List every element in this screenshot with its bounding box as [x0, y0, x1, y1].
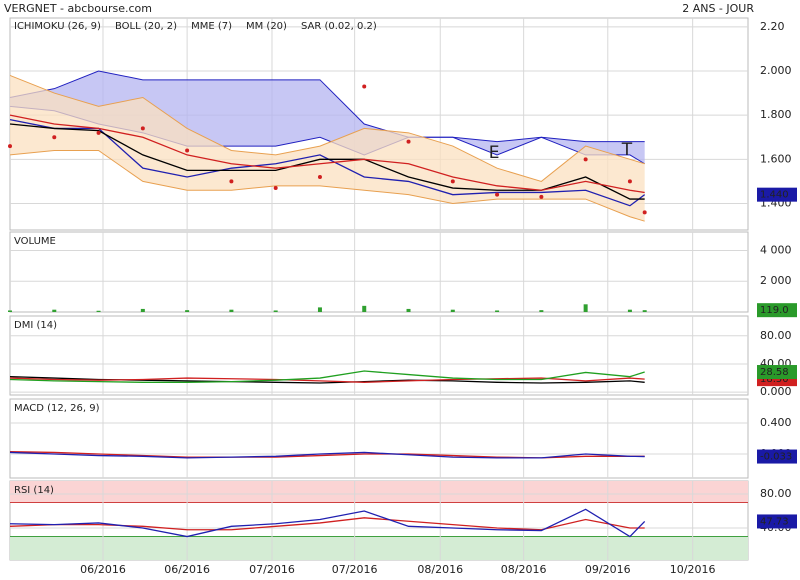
legend-entry: MME (7)	[191, 21, 232, 32]
band-fill	[10, 75, 645, 222]
annotation: T	[621, 140, 633, 160]
band-upper	[9, 74, 645, 182]
y-tick-label: 1.600	[760, 152, 792, 165]
bar	[627, 309, 632, 312]
sar-dot	[583, 157, 588, 162]
x-tick-label: 07/2016	[249, 563, 295, 576]
bar	[229, 309, 234, 312]
sar-dot	[8, 144, 12, 149]
x-tick-label: 06/2016	[80, 563, 126, 576]
bar	[362, 305, 367, 312]
chart-subtitle: 2 ANS - JOUR	[682, 2, 754, 15]
bar	[185, 310, 190, 312]
x-tick-label: 08/2016	[501, 563, 547, 576]
y-tick-label: 1.800	[760, 108, 792, 121]
sar-dot	[627, 179, 632, 184]
panel-title: DMI (14)	[14, 320, 57, 331]
x-tick-label: 10/2016	[670, 563, 716, 576]
sar-dot	[450, 179, 455, 184]
y-tick-label: 0.000	[760, 385, 792, 398]
line	[9, 114, 645, 194]
bar	[642, 310, 647, 312]
bar	[8, 310, 12, 312]
y-tick-label: 80.00	[760, 329, 792, 342]
sar-dot	[229, 179, 234, 184]
bar	[317, 307, 322, 312]
oversold-zone	[10, 536, 748, 560]
line	[9, 508, 646, 538]
last-value-label: 119.0	[760, 305, 789, 316]
line	[9, 451, 645, 459]
overbought-zone	[10, 481, 748, 503]
line	[9, 118, 646, 207]
sar-dot	[406, 139, 411, 144]
panel-frame	[9, 231, 749, 313]
last-value-box	[757, 365, 797, 380]
bar	[583, 304, 588, 312]
last-value-box	[757, 303, 797, 318]
band-fill	[10, 71, 645, 164]
panel-frame	[9, 398, 749, 479]
sar-dot	[642, 210, 647, 215]
last-value-box	[757, 449, 797, 464]
y-tick-label: 0.400	[760, 416, 792, 429]
sar-dot	[362, 84, 367, 89]
last-value-label: -0.033	[760, 452, 792, 463]
last-value-label: 28.58	[760, 367, 789, 378]
line	[9, 451, 645, 459]
x-tick-label: 06/2016	[164, 563, 210, 576]
last-value-box	[757, 187, 797, 202]
panel-frame	[9, 315, 749, 396]
y-tick-label: 80.00	[760, 487, 792, 500]
bar	[140, 308, 145, 312]
panel-title: VOLUME	[14, 236, 56, 247]
bar	[495, 310, 500, 312]
y-tick-label: 2.20	[760, 20, 785, 33]
chart-title: VERGNET - abcbourse.com	[4, 2, 152, 15]
y-tick-label: 2.000	[760, 64, 792, 77]
sar-dot	[52, 135, 57, 140]
band-lower	[9, 150, 645, 222]
panel-title: MACD (12, 26, 9)	[14, 403, 100, 414]
bar	[273, 310, 278, 312]
legend-entry: SAR (0.02, 0.2)	[301, 21, 377, 32]
sar-dot	[96, 130, 101, 135]
y-tick-label: 4 000	[760, 243, 792, 256]
x-tick-label: 09/2016	[585, 563, 631, 576]
legend-entry: ICHIMOKU (26, 9)	[14, 21, 101, 32]
sar-dot	[273, 186, 278, 191]
line	[9, 377, 645, 383]
band-upper	[9, 70, 645, 143]
line	[9, 123, 645, 200]
sar-dot	[317, 175, 322, 179]
x-tick-label: 07/2016	[332, 563, 378, 576]
line	[9, 370, 645, 383]
sar-dot	[185, 148, 190, 153]
legend-entry: BOLL (20, 2)	[115, 21, 177, 32]
y-tick-label: 2 000	[760, 274, 792, 287]
last-value-label: 1.440	[760, 190, 789, 201]
last-value-box	[757, 514, 797, 529]
bar	[406, 308, 411, 312]
sar-dot	[495, 192, 500, 197]
sar-dot	[140, 126, 145, 131]
bar	[52, 309, 57, 312]
x-tick-label: 08/2016	[417, 563, 463, 576]
bar	[539, 310, 544, 312]
panel-title: RSI (14)	[14, 485, 54, 496]
legend-entry: MM (20)	[246, 21, 287, 32]
bar	[96, 310, 101, 312]
last-value-label: 47.73	[760, 516, 789, 527]
last-value-label: 18.50	[760, 374, 789, 385]
annotation: E	[489, 143, 500, 163]
bar	[450, 309, 455, 312]
sar-dot	[539, 194, 544, 199]
